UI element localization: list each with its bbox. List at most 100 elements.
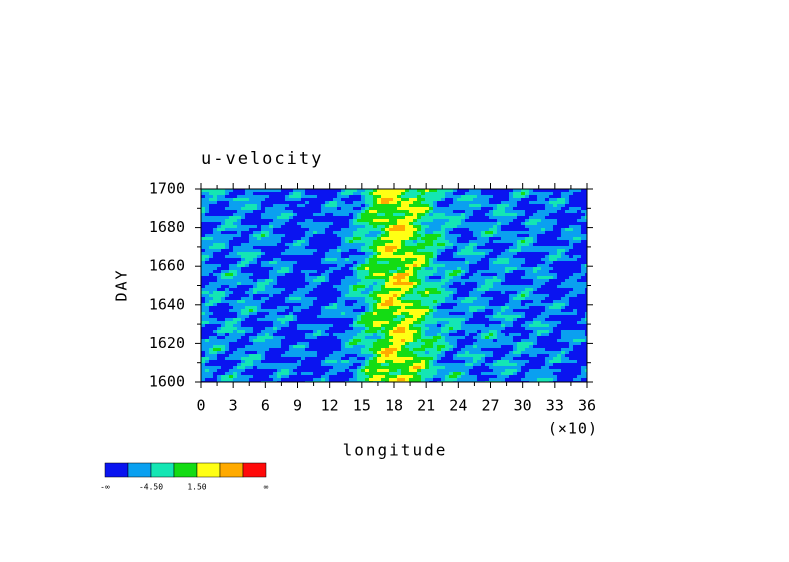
field-cell	[557, 309, 561, 312]
field-cell	[357, 222, 361, 225]
field-cell	[425, 261, 429, 264]
field-cell	[293, 309, 297, 312]
field-cell	[525, 231, 529, 234]
field-cell	[225, 189, 229, 192]
field-cell	[569, 339, 573, 342]
field-cell	[529, 258, 533, 261]
field-cell	[413, 318, 417, 321]
field-cell	[449, 285, 453, 288]
field-cell	[497, 309, 501, 312]
field-cell	[561, 261, 565, 264]
field-cell	[421, 261, 425, 264]
field-cell	[341, 285, 345, 288]
field-cell	[437, 246, 441, 249]
field-cell	[525, 303, 529, 306]
field-cell	[285, 342, 289, 345]
field-cell	[277, 288, 281, 291]
field-cell	[497, 312, 501, 315]
field-cell	[313, 210, 317, 213]
field-cell	[269, 216, 273, 219]
field-cell	[445, 306, 449, 309]
field-cell	[561, 189, 565, 192]
field-cell	[581, 288, 585, 291]
field-cell	[481, 282, 485, 285]
field-cell	[405, 273, 409, 276]
field-cell	[381, 312, 385, 315]
field-cell	[477, 294, 481, 297]
field-cell	[261, 342, 265, 345]
field-cell	[441, 213, 445, 216]
field-cell	[293, 300, 297, 303]
field-cell	[325, 243, 329, 246]
field-cell	[205, 267, 209, 270]
field-cell	[225, 210, 229, 213]
field-cell	[585, 213, 587, 216]
field-cell	[389, 204, 393, 207]
field-cell	[353, 315, 357, 318]
field-cell	[237, 291, 241, 294]
field-cell	[445, 189, 449, 192]
field-cell	[209, 207, 213, 210]
field-cell	[585, 192, 587, 195]
field-cell	[537, 330, 541, 333]
field-cell	[405, 339, 409, 342]
field-cell	[405, 252, 409, 255]
field-cell	[353, 264, 357, 267]
field-cell	[221, 288, 225, 291]
field-cell	[345, 300, 349, 303]
field-cell	[397, 246, 401, 249]
field-cell	[461, 198, 465, 201]
field-cell	[277, 207, 281, 210]
field-cell	[477, 225, 481, 228]
field-cell	[301, 207, 305, 210]
field-cell	[529, 228, 533, 231]
field-cell	[457, 309, 461, 312]
field-cell	[481, 315, 485, 318]
field-cell	[277, 228, 281, 231]
field-cell	[381, 237, 385, 240]
field-cell	[541, 264, 545, 267]
field-cell	[241, 300, 245, 303]
field-cell	[229, 288, 233, 291]
field-cell	[473, 336, 477, 339]
field-cell	[221, 189, 225, 192]
field-cell	[513, 192, 517, 195]
field-cell	[397, 291, 401, 294]
field-cell	[489, 192, 493, 195]
field-cell	[561, 267, 565, 270]
field-cell	[373, 213, 377, 216]
field-cell	[209, 231, 213, 234]
field-cell	[357, 288, 361, 291]
field-cell	[253, 252, 257, 255]
field-cell	[245, 342, 249, 345]
field-cell	[281, 312, 285, 315]
field-cell	[309, 234, 313, 237]
field-cell	[353, 297, 357, 300]
field-cell	[381, 309, 385, 312]
field-cell	[493, 309, 497, 312]
field-cell	[501, 321, 505, 324]
field-cell	[281, 243, 285, 246]
field-cell	[321, 300, 325, 303]
field-cell	[513, 228, 517, 231]
field-cell	[573, 261, 577, 264]
field-cell	[565, 228, 569, 231]
field-cell	[537, 231, 541, 234]
field-cell	[449, 222, 453, 225]
field-cell	[433, 198, 437, 201]
field-cell	[573, 189, 577, 192]
field-cell	[345, 285, 349, 288]
field-cell	[361, 234, 365, 237]
field-cell	[413, 321, 417, 324]
field-cell	[321, 264, 325, 267]
field-cell	[581, 306, 585, 309]
field-cell	[549, 330, 553, 333]
field-cell	[305, 297, 309, 300]
field-cell	[513, 339, 517, 342]
field-cell	[501, 309, 505, 312]
field-cell	[413, 327, 417, 330]
field-cell	[481, 306, 485, 309]
field-cell	[397, 255, 401, 258]
field-cell	[237, 276, 241, 279]
field-cell	[209, 312, 213, 315]
